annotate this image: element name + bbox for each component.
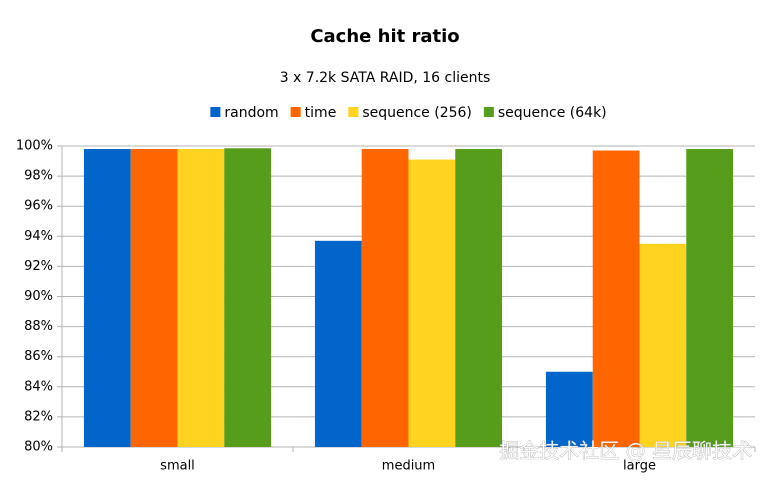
legend-label: random bbox=[224, 105, 278, 121]
bar bbox=[592, 150, 640, 447]
bar bbox=[686, 149, 734, 447]
chart-title: Cache hit ratio bbox=[310, 26, 459, 47]
y-tick-label: 80% bbox=[24, 440, 53, 455]
bar bbox=[408, 159, 456, 448]
bar bbox=[177, 149, 225, 447]
x-tick-label: medium bbox=[382, 459, 435, 474]
bar bbox=[545, 371, 593, 447]
y-tick-label: 96% bbox=[24, 199, 53, 214]
bar bbox=[130, 149, 178, 447]
y-tick-label: 88% bbox=[24, 319, 53, 334]
chart-subtitle: 3 x 7.2k SATA RAID, 16 clients bbox=[280, 70, 491, 86]
y-tick-label: 92% bbox=[24, 259, 53, 274]
legend-swatch bbox=[348, 107, 359, 117]
bar bbox=[224, 148, 272, 447]
legend-label: sequence (64k) bbox=[498, 105, 607, 121]
legend-swatch bbox=[483, 107, 494, 117]
bar bbox=[314, 240, 362, 447]
x-tick-label: small bbox=[160, 459, 195, 474]
legend-label: sequence (256) bbox=[362, 105, 472, 121]
y-tick-label: 90% bbox=[24, 289, 53, 304]
bar bbox=[455, 149, 503, 447]
legend-label: time bbox=[305, 105, 337, 121]
bar bbox=[83, 149, 131, 447]
y-tick-label: 82% bbox=[24, 409, 53, 424]
watermark: 掘金技术社区 @ 星辰聊技术 bbox=[499, 439, 752, 463]
legend-swatch bbox=[290, 107, 301, 117]
x-tick-label: large bbox=[623, 459, 656, 474]
y-tick-label: 94% bbox=[24, 229, 53, 244]
y-tick-label: 98% bbox=[24, 169, 53, 184]
y-tick-label: 86% bbox=[24, 349, 53, 364]
bar bbox=[639, 243, 687, 447]
y-tick-label: 100% bbox=[16, 139, 53, 154]
legend-swatch bbox=[210, 107, 221, 117]
y-tick-label: 84% bbox=[24, 379, 53, 394]
bar bbox=[361, 149, 409, 447]
